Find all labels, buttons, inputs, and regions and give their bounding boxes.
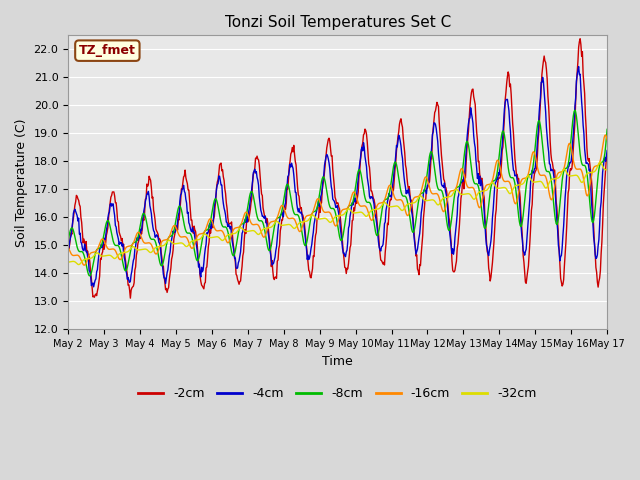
-4cm bbox=[74, 218, 82, 224]
Line: -16cm: -16cm bbox=[68, 135, 607, 265]
-32cm bbox=[64, 259, 72, 265]
Y-axis label: Soil Temperature (C): Soil Temperature (C) bbox=[15, 118, 28, 247]
Text: TZ_fmet: TZ_fmet bbox=[79, 44, 136, 57]
Line: -8cm: -8cm bbox=[68, 110, 607, 276]
-16cm bbox=[404, 213, 412, 218]
-2cm bbox=[131, 280, 138, 286]
-32cm bbox=[604, 167, 611, 173]
-2cm bbox=[420, 215, 428, 221]
-2cm bbox=[64, 243, 72, 249]
Line: -32cm: -32cm bbox=[68, 162, 607, 264]
X-axis label: Time: Time bbox=[323, 355, 353, 368]
-32cm bbox=[74, 262, 82, 267]
-4cm bbox=[64, 247, 72, 252]
-2cm bbox=[576, 36, 584, 42]
-2cm bbox=[404, 182, 412, 188]
-2cm bbox=[127, 295, 134, 301]
-4cm bbox=[420, 189, 428, 195]
-8cm bbox=[131, 240, 138, 245]
-4cm bbox=[214, 182, 221, 188]
-32cm bbox=[420, 196, 428, 202]
-8cm bbox=[86, 273, 93, 279]
Line: -2cm: -2cm bbox=[68, 39, 607, 298]
-4cm bbox=[575, 64, 582, 70]
-8cm bbox=[214, 200, 221, 205]
-32cm bbox=[404, 201, 412, 207]
-2cm bbox=[185, 187, 193, 193]
-16cm bbox=[602, 132, 609, 138]
-4cm bbox=[131, 255, 138, 261]
-4cm bbox=[604, 147, 611, 153]
-4cm bbox=[404, 190, 412, 196]
-2cm bbox=[214, 179, 221, 185]
-16cm bbox=[64, 244, 72, 250]
-16cm bbox=[80, 262, 88, 268]
-32cm bbox=[596, 159, 604, 165]
-8cm bbox=[404, 200, 412, 206]
-4cm bbox=[90, 284, 97, 290]
-8cm bbox=[185, 230, 193, 236]
Title: Tonzi Soil Temperatures Set C: Tonzi Soil Temperatures Set C bbox=[225, 15, 451, 30]
-32cm bbox=[75, 262, 83, 267]
-16cm bbox=[185, 240, 193, 245]
-16cm bbox=[604, 137, 611, 143]
-4cm bbox=[185, 220, 193, 226]
-8cm bbox=[420, 190, 428, 195]
-32cm bbox=[214, 234, 221, 240]
-2cm bbox=[604, 157, 611, 163]
-8cm bbox=[571, 108, 579, 113]
-32cm bbox=[131, 244, 138, 250]
-16cm bbox=[131, 239, 138, 244]
-8cm bbox=[604, 126, 611, 132]
-8cm bbox=[74, 246, 82, 252]
-16cm bbox=[214, 228, 221, 234]
-16cm bbox=[420, 180, 428, 185]
Line: -4cm: -4cm bbox=[68, 67, 607, 287]
-16cm bbox=[74, 252, 82, 258]
-8cm bbox=[64, 238, 72, 243]
Legend: -2cm, -4cm, -8cm, -16cm, -32cm: -2cm, -4cm, -8cm, -16cm, -32cm bbox=[134, 383, 542, 406]
-2cm bbox=[74, 196, 82, 202]
-32cm bbox=[185, 241, 193, 247]
